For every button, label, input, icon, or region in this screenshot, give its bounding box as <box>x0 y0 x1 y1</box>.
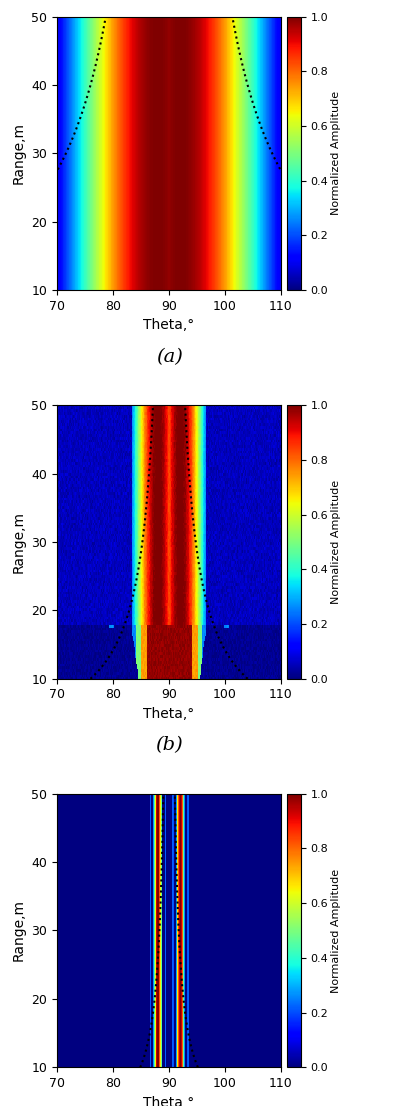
Y-axis label: Normalized Amplitude: Normalized Amplitude <box>331 92 341 216</box>
Text: (b): (b) <box>155 737 183 754</box>
X-axis label: Theta,°: Theta,° <box>144 707 195 721</box>
Y-axis label: Range,m: Range,m <box>12 899 26 961</box>
Y-axis label: Normalized Amplitude: Normalized Amplitude <box>331 480 341 604</box>
Y-axis label: Range,m: Range,m <box>12 123 26 185</box>
Y-axis label: Normalized Amplitude: Normalized Amplitude <box>331 868 341 992</box>
X-axis label: Theta,°: Theta,° <box>144 319 195 333</box>
Text: (a): (a) <box>155 347 182 366</box>
Y-axis label: Range,m: Range,m <box>12 511 26 573</box>
X-axis label: Theta,°: Theta,° <box>144 1096 195 1106</box>
